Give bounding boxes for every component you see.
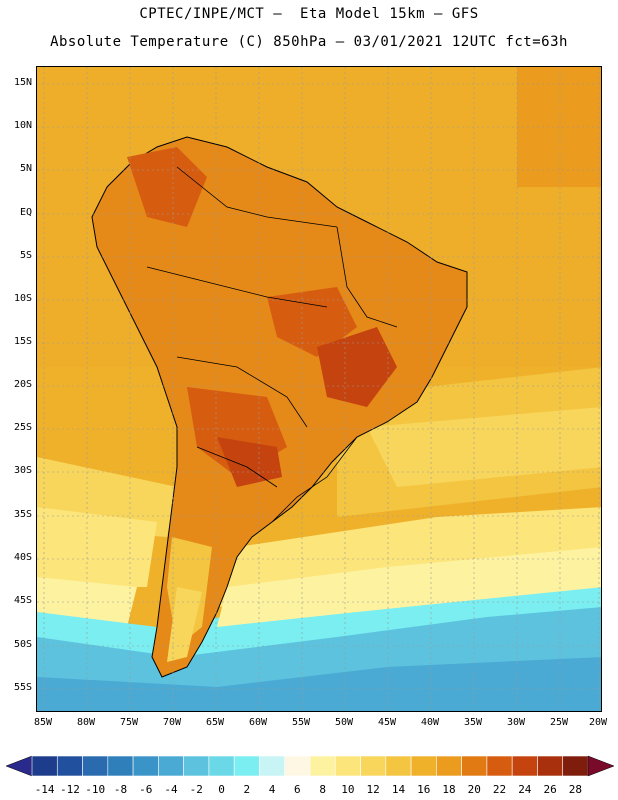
graticule	[37, 67, 601, 711]
colorbar-tick-label: -8	[113, 783, 128, 796]
colorbar-swatch	[56, 755, 83, 777]
colorbar-tick-label: -6	[139, 783, 153, 796]
country-borders	[146, 166, 398, 523]
colorbar-tick-label: -4	[164, 783, 178, 796]
map-canvas	[37, 67, 601, 711]
lat-label: 15S	[13, 336, 32, 347]
lat-label: 5N	[19, 163, 32, 174]
lon-label: 40W	[420, 717, 440, 728]
colorbar-tick-label: -12	[59, 783, 80, 796]
colorbar-tick-label: -2	[189, 783, 203, 796]
colorbar-swatch	[461, 755, 488, 777]
colorbar-tick-label: 26	[543, 783, 557, 796]
colorbar-tick-label: -14	[34, 783, 55, 796]
lon-label: 25W	[549, 717, 569, 728]
lon-label: 85W	[33, 717, 53, 728]
colorbar-swatch	[309, 755, 336, 777]
colorbar-swatch	[82, 755, 109, 777]
colorbar-tick-label: 16	[417, 783, 431, 796]
colorbar-over-triangle	[587, 755, 614, 777]
colorbar-swatch	[334, 755, 361, 777]
lat-label: 5S	[19, 250, 32, 261]
lat-label: 20S	[13, 379, 32, 390]
colorbar-swatch	[537, 755, 564, 777]
lon-label: 65W	[205, 717, 225, 728]
map-subtitle: Absolute Temperature (C) 850hPa – 03/01/…	[50, 34, 568, 50]
colorbar-tick-label: 12	[366, 783, 380, 796]
lon-label: 75W	[119, 717, 139, 728]
colorbar-swatch	[233, 755, 260, 777]
colorbar-swatch	[410, 755, 437, 777]
colorbar-swatch	[511, 755, 538, 777]
lat-label: 50S	[13, 639, 32, 650]
colorbar-swatch	[158, 755, 184, 777]
colorbar-tick-label: 14	[391, 783, 406, 796]
lon-label: 45W	[377, 717, 397, 728]
hot-core-central	[267, 287, 357, 357]
colorbar-swatch	[208, 755, 235, 777]
colorbar-swatch	[31, 755, 58, 777]
lat-label: 25S	[13, 422, 32, 433]
lon-label: 35W	[463, 717, 483, 728]
colorbar-under-triangle	[6, 755, 33, 777]
colorbar-tick-label: 0	[218, 783, 225, 796]
colorbar-tick-label: 10	[341, 783, 355, 796]
lat-label: 35S	[13, 509, 32, 520]
colorbar-swatch	[183, 755, 210, 777]
colorbar-swatch	[360, 755, 387, 777]
lat-label: 10S	[13, 293, 32, 304]
colorbar-swatch	[486, 755, 513, 777]
lon-label: 30W	[506, 717, 526, 728]
lon-label: 50W	[334, 717, 354, 728]
lat-label: 15N	[13, 77, 32, 88]
temperature-colorbar	[6, 755, 614, 777]
colorbar-swatch	[259, 755, 286, 777]
lat-label: 55S	[13, 682, 32, 693]
colorbar-tick-label: 4	[268, 783, 276, 796]
lat-label: EQ	[19, 207, 32, 218]
colorbar-swatch	[107, 755, 134, 777]
colorbar-tick-label: 18	[442, 783, 456, 796]
lat-label: 30S	[13, 465, 32, 476]
lat-label: 40S	[13, 552, 32, 563]
colorbar-swatch	[562, 755, 589, 777]
temperature-map	[36, 66, 602, 712]
lon-label: 20W	[588, 717, 608, 728]
lat-label: 45S	[13, 595, 32, 606]
lon-label: 80W	[76, 717, 96, 728]
colorbar-tick-label: 24	[518, 783, 532, 796]
colorbar-swatch	[284, 755, 311, 777]
lat-label: 10N	[13, 120, 32, 131]
colorbar-tick-label: 20	[467, 783, 481, 796]
warm-ne-atlantic	[517, 67, 601, 187]
map-title: CPTEC/INPE/MCT – Eta Model 15km – GFS	[139, 6, 479, 22]
colorbar-swatch	[385, 755, 412, 777]
colorbar-tick-label: -10	[85, 783, 106, 796]
lon-label: 70W	[162, 717, 182, 728]
colorbar-swatch	[132, 755, 159, 777]
colorbar-tick-label: 22	[492, 783, 507, 796]
colorbar-swatch	[436, 755, 462, 777]
colorbar-tick-label: 8	[319, 783, 326, 796]
hot-core-north	[127, 147, 207, 227]
lon-label: 60W	[248, 717, 268, 728]
colorbar-tick-label: 28	[568, 783, 582, 796]
colorbar-tick-label: 2	[243, 783, 251, 796]
lon-label: 55W	[291, 717, 311, 728]
colorbar-tick-label: 6	[294, 783, 301, 796]
